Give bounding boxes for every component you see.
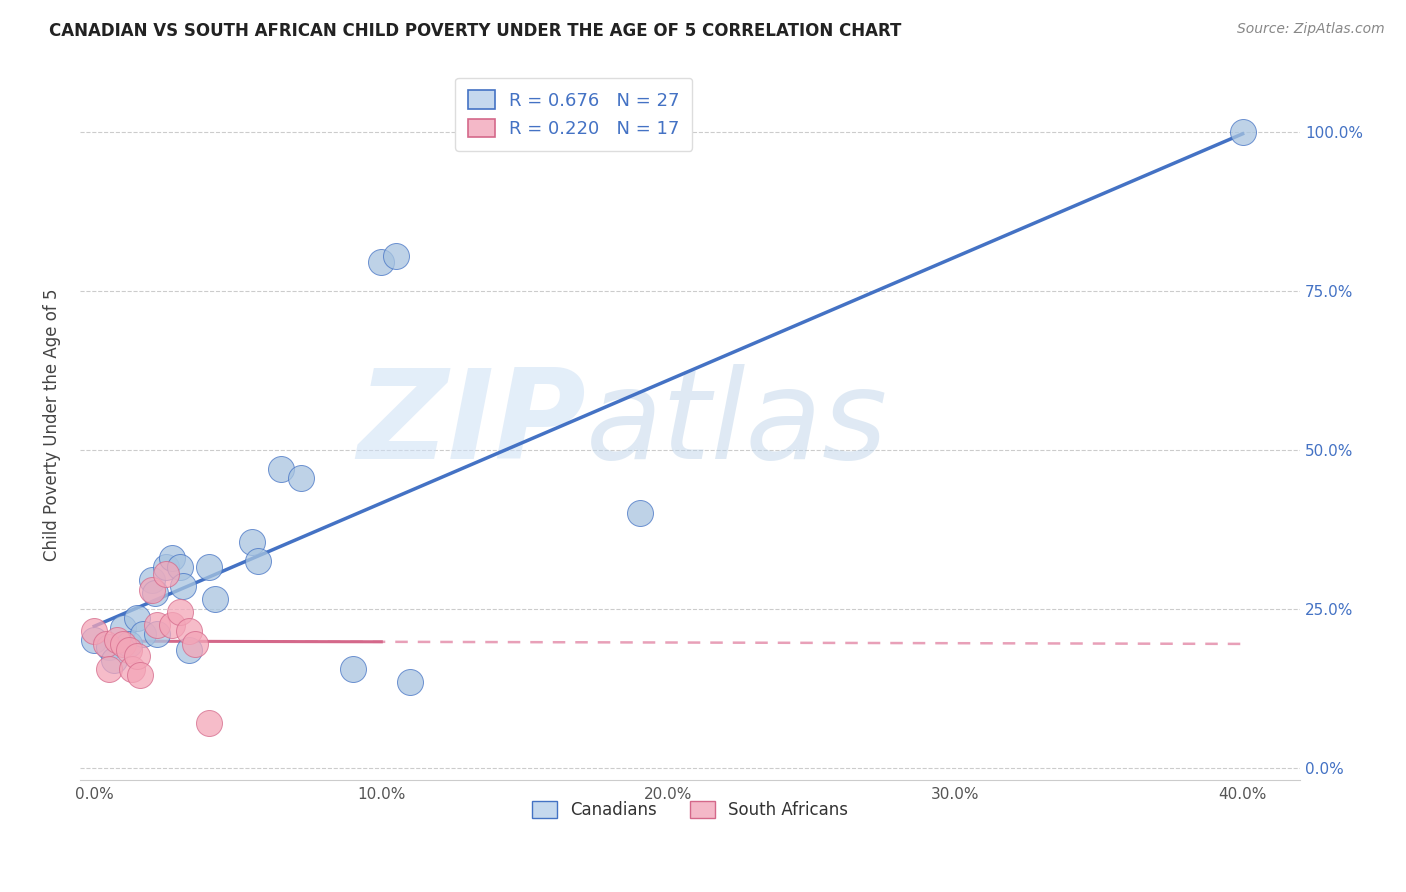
Point <box>143 586 166 600</box>
Point <box>177 643 200 657</box>
Point <box>204 592 226 607</box>
Point <box>198 560 221 574</box>
Point <box>399 674 422 689</box>
Point <box>146 627 169 641</box>
Point <box>370 255 392 269</box>
Point <box>132 627 155 641</box>
Text: atlas: atlas <box>586 364 889 485</box>
Point <box>118 637 141 651</box>
Point <box>155 566 177 581</box>
Point <box>628 507 651 521</box>
Point <box>129 668 152 682</box>
Text: Source: ZipAtlas.com: Source: ZipAtlas.com <box>1237 22 1385 37</box>
Point <box>270 462 292 476</box>
Point <box>141 573 163 587</box>
Point <box>94 637 117 651</box>
Point <box>127 611 149 625</box>
Legend: Canadians, South Africans: Canadians, South Africans <box>524 794 855 825</box>
Point <box>146 617 169 632</box>
Point <box>155 560 177 574</box>
Point <box>290 471 312 485</box>
Point <box>172 579 194 593</box>
Point <box>240 535 263 549</box>
Point <box>177 624 200 638</box>
Point <box>160 550 183 565</box>
Point <box>198 716 221 731</box>
Text: ZIP: ZIP <box>357 364 586 485</box>
Point <box>105 633 128 648</box>
Point <box>384 249 406 263</box>
Point <box>103 652 125 666</box>
Point <box>160 617 183 632</box>
Point <box>118 643 141 657</box>
Point <box>97 640 120 654</box>
Point <box>83 633 105 648</box>
Y-axis label: Child Poverty Under the Age of 5: Child Poverty Under the Age of 5 <box>44 288 60 561</box>
Point <box>111 621 134 635</box>
Point <box>111 637 134 651</box>
Point <box>246 554 269 568</box>
Text: CANADIAN VS SOUTH AFRICAN CHILD POVERTY UNDER THE AGE OF 5 CORRELATION CHART: CANADIAN VS SOUTH AFRICAN CHILD POVERTY … <box>49 22 901 40</box>
Point <box>83 624 105 638</box>
Point <box>97 662 120 676</box>
Point <box>1232 125 1254 139</box>
Point <box>121 662 143 676</box>
Point <box>183 637 205 651</box>
Point <box>342 662 364 676</box>
Point <box>141 582 163 597</box>
Point <box>127 649 149 664</box>
Point <box>169 560 191 574</box>
Point <box>169 605 191 619</box>
